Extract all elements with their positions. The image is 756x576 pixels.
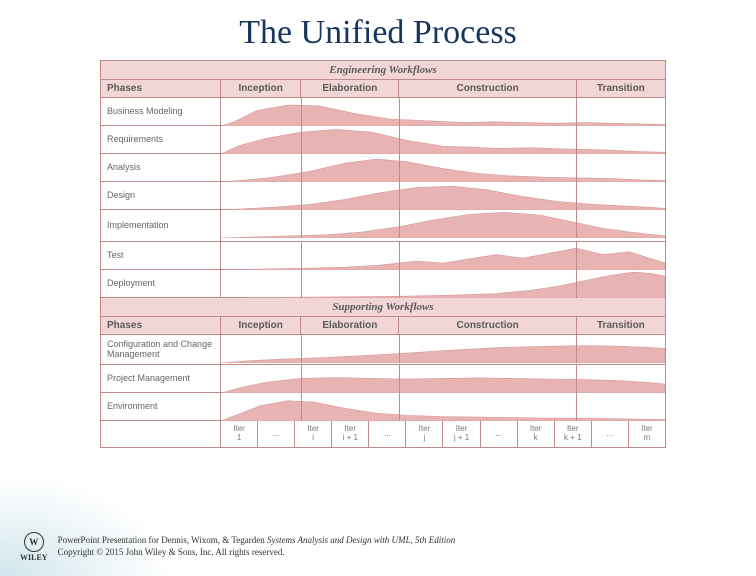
workflow-row: Implementation	[101, 210, 665, 242]
slide-title: The Unified Process	[0, 0, 756, 60]
workflow-curve	[221, 154, 665, 182]
iteration-row: Iter1...IteriIteri + 1...IterjIterj + 1.…	[101, 421, 665, 447]
workflow-label: Design	[101, 182, 221, 209]
phases-label: Phases	[101, 317, 221, 334]
section-header: Engineering Workflows	[101, 61, 665, 80]
phase-transition: Transition	[577, 80, 665, 97]
workflow-curve	[221, 182, 665, 210]
workflow-curve	[221, 98, 665, 126]
workflow-label: Test	[101, 242, 221, 269]
footer-line1a: PowerPoint Presentation for Dennis, Wixo…	[58, 535, 267, 545]
phase-construction: Construction	[399, 317, 576, 334]
workflow-label: Analysis	[101, 154, 221, 181]
workflow-row: Test	[101, 242, 665, 270]
workflow-label: Deployment	[101, 270, 221, 297]
workflow-curve	[221, 393, 665, 421]
workflow-row: Requirements	[101, 126, 665, 154]
iteration-cell: ...	[258, 421, 295, 447]
phase-transition: Transition	[577, 317, 665, 334]
iteration-cell: Iter1	[221, 421, 258, 447]
workflow-curve	[221, 270, 665, 298]
workflow-row: Environment	[101, 393, 665, 421]
iteration-cell: Iterk	[518, 421, 555, 447]
iteration-cell: ...	[592, 421, 629, 447]
workflow-label: Requirements	[101, 126, 221, 153]
workflow-curve	[221, 335, 665, 363]
workflow-curve	[221, 242, 665, 270]
phase-construction: Construction	[399, 80, 576, 97]
phases-label: Phases	[101, 80, 221, 97]
workflow-label: Implementation	[101, 210, 221, 241]
footer: W WILEY PowerPoint Presentation for Denn…	[20, 532, 736, 562]
unified-process-chart: Engineering WorkflowsPhasesInceptionElab…	[100, 60, 666, 448]
footer-copyright: Copyright © 2015 John Wiley & Sons, Inc.…	[58, 547, 456, 559]
workflow-curve	[221, 210, 665, 238]
workflow-label: Environment	[101, 393, 221, 420]
wiley-logo-icon: W	[24, 532, 44, 552]
workflow-curve	[221, 365, 665, 393]
workflow-row: Project Management	[101, 365, 665, 393]
footer-text: PowerPoint Presentation for Dennis, Wixo…	[58, 535, 456, 558]
workflow-curve	[221, 126, 665, 154]
iteration-cell: ...	[369, 421, 406, 447]
phase-inception: Inception	[221, 80, 301, 97]
workflow-label: Business Modeling	[101, 98, 221, 125]
phase-elaboration: Elaboration	[301, 80, 399, 97]
phase-inception: Inception	[221, 317, 301, 334]
wiley-logo-text: WILEY	[20, 554, 48, 562]
phase-header-row: PhasesInceptionElaborationConstructionTr…	[101, 80, 665, 98]
workflow-label: Project Management	[101, 365, 221, 392]
iteration-cell: Iteri	[295, 421, 332, 447]
workflow-row: Analysis	[101, 154, 665, 182]
phase-elaboration: Elaboration	[301, 317, 399, 334]
workflow-row: Business Modeling	[101, 98, 665, 126]
workflow-row: Design	[101, 182, 665, 210]
iteration-cell: Iterj + 1	[443, 421, 480, 447]
workflow-label: Configuration and Change Management	[101, 335, 221, 364]
iteration-cell: Iteri + 1	[332, 421, 369, 447]
phase-header-row: PhasesInceptionElaborationConstructionTr…	[101, 317, 665, 335]
wiley-logo: W WILEY	[20, 532, 48, 562]
workflow-row: Configuration and Change Management	[101, 335, 665, 365]
iteration-cell: Iterm	[629, 421, 665, 447]
iteration-cell: Iterj	[406, 421, 443, 447]
section-header: Supporting Workflows	[101, 298, 665, 317]
workflow-row: Deployment	[101, 270, 665, 298]
iteration-cell: Iterk + 1	[555, 421, 592, 447]
footer-book-title: Systems Analysis and Design with UML, 5t…	[267, 535, 455, 545]
iteration-cell: ...	[481, 421, 518, 447]
